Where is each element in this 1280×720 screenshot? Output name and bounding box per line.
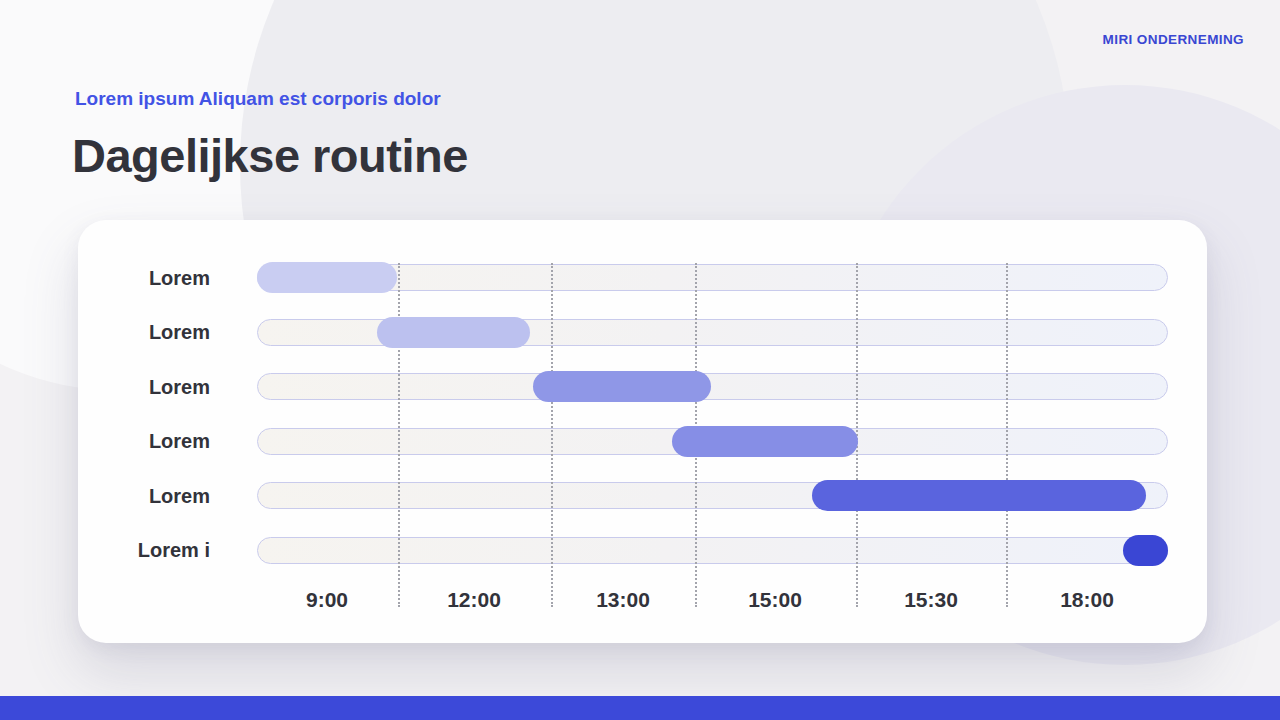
gantt-bar xyxy=(257,262,397,293)
axis-tick-label: 18:00 xyxy=(1017,588,1157,612)
axis-tick-label: 15:00 xyxy=(705,588,845,612)
row-track xyxy=(257,537,1168,564)
company-logo: MIRI ONDERNEMING xyxy=(1103,32,1244,47)
gantt-bar xyxy=(377,317,530,348)
axis-tick-label: 9:00 xyxy=(257,588,397,612)
row-label: Lorem xyxy=(78,375,210,399)
axis-tick-label: 15:30 xyxy=(861,588,1001,612)
axis-tick-label: 13:00 xyxy=(553,588,693,612)
row-label: Lorem xyxy=(78,320,210,344)
chart-card: Lorem Lorem Lorem Lorem Lorem Lorem i 9:00 12:0… xyxy=(78,220,1207,643)
grid-line-2 xyxy=(551,263,553,607)
row-label: Lorem xyxy=(78,266,210,290)
slide-title: Dagelijkse routine xyxy=(72,128,468,183)
row-label: Lorem xyxy=(78,429,210,453)
grid-line-5 xyxy=(1006,263,1008,607)
gantt-bar xyxy=(1123,535,1168,566)
slide-kicker: Lorem ipsum Aliquam est corporis dolor xyxy=(75,88,441,110)
row-label: Lorem xyxy=(78,484,210,508)
axis-tick-label: 12:00 xyxy=(404,588,544,612)
footer-bar xyxy=(0,696,1280,720)
grid-line-1 xyxy=(398,263,400,607)
row-label: Lorem i xyxy=(78,538,210,562)
gantt-bar xyxy=(672,426,858,457)
gantt-chart: Lorem Lorem Lorem Lorem Lorem Lorem i 9:00 12:0… xyxy=(78,220,1207,643)
row-track xyxy=(257,373,1168,400)
gantt-bar xyxy=(533,371,711,402)
presentation-slide: MIRI ONDERNEMING Lorem ipsum Aliquam est… xyxy=(0,0,1280,720)
gantt-bar xyxy=(812,480,1146,511)
